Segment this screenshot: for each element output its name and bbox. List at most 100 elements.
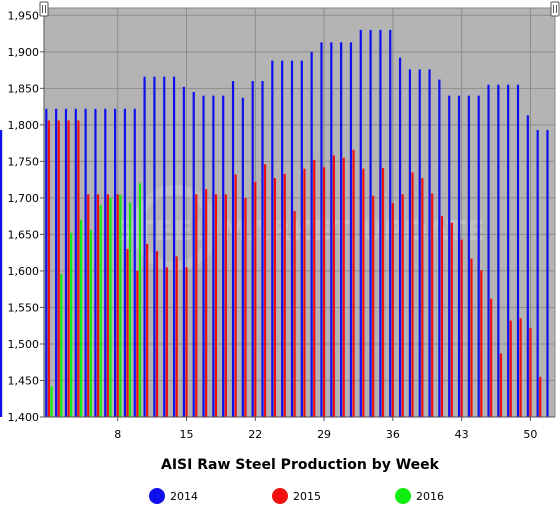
bar-2014 [369,29,372,418]
legend-marker [149,488,165,504]
bar-2014 [349,42,353,418]
bar-2016 [70,232,73,417]
bar-2014 [271,60,274,417]
x-tick-label: 22 [248,428,262,441]
legend-label: 2014 [170,490,198,503]
bar-2014 [281,60,284,417]
bar-2014 [74,108,77,418]
legend-marker [272,488,288,504]
y-tick-label: 1,900 [8,46,40,59]
bar-2014 [45,108,48,418]
bar-2015 [96,194,100,417]
bar-2015 [411,172,414,417]
bar-2015 [116,194,119,417]
bar-2014 [153,76,156,418]
bar-2015 [352,149,355,418]
legend: 2014 2015 2016 [149,488,444,504]
bar-2014 [163,76,166,418]
bar-2015 [87,194,90,417]
x-tick-label: 8 [114,428,121,441]
bar-2014 [251,81,254,418]
x-tick-label: 29 [317,428,331,441]
x-tick-label: 50 [523,428,537,441]
bar-2015 [155,251,159,417]
bar-2016 [119,194,122,417]
range-handle-left-icon[interactable] [39,1,49,17]
bar-2015 [401,194,404,417]
range-handle-right-icon[interactable] [550,1,560,17]
bar-2015 [106,194,109,417]
bar-2014 [457,95,461,418]
legend-item-2016[interactable]: 2016 [395,488,444,504]
bar-2015 [362,168,365,417]
bar-2016 [79,219,83,417]
bar-2014 [182,86,185,417]
bar-2015 [322,167,326,417]
bars [0,29,549,418]
bar-2016 [50,386,53,417]
legend-label: 2016 [416,490,444,503]
bar-2015 [391,203,394,417]
bar-2014 [192,91,195,417]
y-tick-label: 1,450 [8,374,40,387]
bar-2015 [273,178,277,417]
legend-item-2015[interactable]: 2015 [272,488,321,504]
handle-box [550,1,560,17]
y-tick-label: 1,750 [8,155,40,168]
bar-2015 [381,167,385,417]
bar-2015 [480,270,483,417]
y-tick-label: 1,650 [8,228,40,241]
bar-2015 [440,216,444,417]
bar-2014 [55,108,58,418]
bar-2015 [421,178,424,417]
y-tick-label: 1,550 [8,301,40,314]
bar-2015 [175,256,178,417]
bar-2014 [516,84,520,417]
bar-2014 [507,84,510,417]
y-tick-label: 1,950 [8,9,40,22]
bar-2014 [123,108,127,418]
bar-2014 [212,95,215,418]
bar-2016 [89,230,92,417]
bar-2015 [126,249,129,417]
bar-2015 [529,327,532,417]
bar-2015 [450,222,453,417]
bar-2014 [448,95,451,418]
bar-2015 [293,211,296,417]
y-tick-label: 1,700 [8,192,40,205]
bar-2015 [47,120,51,417]
legend-label: 2015 [293,490,321,503]
bar-2016 [99,205,102,417]
bar-2014 [202,95,205,418]
bar-2014 [320,42,323,418]
bar-2014 [330,42,333,418]
bar-2014 [222,95,225,418]
y-tick-label: 1,850 [8,82,40,95]
bar-2015 [283,173,286,417]
bar-2015 [519,318,522,417]
legend-marker [395,488,411,504]
bar-2015 [470,258,473,417]
bar-2016 [129,202,132,417]
bar-2014 [94,108,97,418]
bar-2015 [264,164,267,417]
bar-2014 [300,60,303,417]
bar-2014 [418,69,421,417]
bar-2015 [313,159,316,417]
bar-2014 [114,108,117,418]
bar-2015 [234,174,237,417]
bar-2016 [60,273,63,417]
bar-2014 [408,69,412,417]
bar-2015 [499,353,503,417]
bar-2014 [310,51,313,417]
y-tick-label: 1,500 [8,338,40,351]
axes: 1,400 1,450 1,500 1,550 1,600 1,650 1,700 1,750… [8,8,555,441]
handle-box [39,1,49,17]
bar-2014 [379,29,382,418]
legend-item-2014[interactable]: 2014 [149,488,198,504]
bar-2014 [487,84,490,417]
bar-2014 [546,129,549,417]
range-handles [39,1,560,17]
y-tick-label: 1,600 [8,265,40,278]
